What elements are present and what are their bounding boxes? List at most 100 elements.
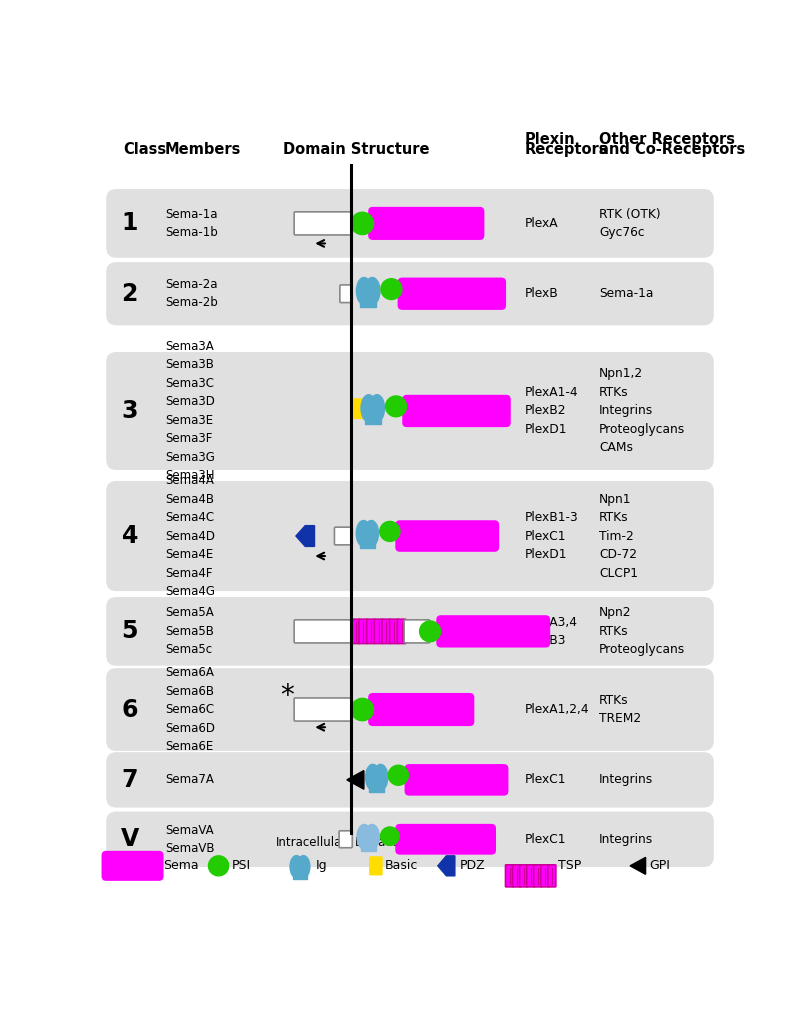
Text: 7: 7	[122, 768, 138, 792]
Circle shape	[209, 856, 229, 876]
Bar	[360, 541, 375, 548]
Ellipse shape	[366, 764, 380, 791]
FancyBboxPatch shape	[534, 865, 542, 887]
Text: Npn2
RTKs
Proteoglycans: Npn2 RTKs Proteoglycans	[599, 606, 686, 657]
Text: Members: Members	[165, 142, 242, 157]
FancyBboxPatch shape	[351, 619, 360, 644]
Text: 5: 5	[122, 619, 138, 644]
FancyBboxPatch shape	[436, 615, 550, 648]
FancyBboxPatch shape	[106, 481, 714, 591]
Bar	[294, 873, 306, 879]
Text: Intracellular: Intracellular	[276, 836, 347, 850]
Circle shape	[381, 279, 402, 299]
FancyBboxPatch shape	[359, 619, 367, 644]
Bar	[361, 844, 376, 851]
Text: Domain Structure: Domain Structure	[283, 142, 430, 157]
Circle shape	[386, 396, 406, 417]
Text: 6: 6	[122, 697, 138, 722]
FancyBboxPatch shape	[106, 668, 714, 751]
FancyBboxPatch shape	[351, 398, 365, 419]
FancyBboxPatch shape	[106, 752, 714, 808]
Text: 3: 3	[122, 399, 138, 423]
Circle shape	[380, 522, 400, 541]
FancyBboxPatch shape	[398, 619, 406, 644]
Ellipse shape	[297, 856, 310, 878]
FancyBboxPatch shape	[294, 620, 352, 642]
Text: Sema-2a
Sema-2b: Sema-2a Sema-2b	[165, 278, 218, 310]
Circle shape	[381, 827, 399, 845]
FancyBboxPatch shape	[106, 189, 714, 258]
Polygon shape	[630, 858, 646, 874]
Text: GPI: GPI	[650, 860, 670, 872]
FancyBboxPatch shape	[106, 812, 714, 867]
Ellipse shape	[361, 395, 376, 422]
Text: Sema7A: Sema7A	[165, 773, 214, 787]
FancyBboxPatch shape	[402, 395, 510, 427]
Text: Sema-1a
Sema-1b: Sema-1a Sema-1b	[165, 208, 218, 240]
FancyBboxPatch shape	[398, 277, 506, 310]
Bar	[365, 416, 381, 424]
FancyBboxPatch shape	[102, 851, 163, 881]
Text: 4: 4	[122, 524, 138, 548]
FancyBboxPatch shape	[294, 212, 352, 234]
Text: PlexC1: PlexC1	[525, 832, 566, 845]
Ellipse shape	[374, 764, 388, 791]
Text: Plexin: Plexin	[525, 132, 575, 147]
FancyBboxPatch shape	[382, 619, 390, 644]
Text: SemaVA
SemaVB: SemaVA SemaVB	[165, 823, 214, 855]
Ellipse shape	[365, 824, 379, 850]
FancyBboxPatch shape	[340, 285, 352, 302]
Text: PSI: PSI	[232, 860, 251, 872]
Text: Npn1,2
RTKs
Integrins
Proteoglycans
CAMs: Npn1,2 RTKs Integrins Proteoglycans CAMs	[599, 367, 686, 455]
FancyBboxPatch shape	[506, 865, 514, 887]
Circle shape	[351, 698, 374, 721]
Text: PlexA3,4
PlexB3: PlexA3,4 PlexB3	[525, 616, 578, 648]
Text: Basic: Basic	[386, 860, 418, 872]
Text: V: V	[121, 827, 139, 852]
Text: PlexB: PlexB	[525, 287, 558, 300]
Ellipse shape	[370, 395, 385, 422]
FancyBboxPatch shape	[106, 597, 714, 666]
Polygon shape	[347, 770, 364, 790]
FancyBboxPatch shape	[106, 352, 714, 470]
Polygon shape	[438, 856, 455, 876]
FancyBboxPatch shape	[395, 521, 499, 552]
Circle shape	[388, 765, 409, 786]
Circle shape	[351, 212, 374, 234]
Text: Sema4A
Sema4B
Sema4C
Sema4D
Sema4E
Sema4F
Sema4G: Sema4A Sema4B Sema4C Sema4D Sema4E Sema4…	[165, 474, 215, 598]
Text: Sema5A
Sema5B
Sema5c: Sema5A Sema5B Sema5c	[165, 606, 214, 657]
FancyBboxPatch shape	[519, 865, 528, 887]
Text: Integrins: Integrins	[599, 832, 654, 845]
Ellipse shape	[356, 521, 370, 546]
Polygon shape	[296, 526, 314, 546]
Text: Sema-1a: Sema-1a	[599, 287, 654, 300]
Text: PlexA: PlexA	[525, 217, 558, 230]
Ellipse shape	[365, 277, 380, 304]
Text: Other Receptors: Other Receptors	[599, 132, 735, 147]
Text: Sema: Sema	[163, 860, 199, 872]
FancyBboxPatch shape	[369, 857, 382, 876]
Text: PDZ: PDZ	[459, 860, 486, 872]
Text: TSP: TSP	[558, 860, 582, 872]
FancyBboxPatch shape	[526, 865, 534, 887]
FancyBboxPatch shape	[366, 619, 375, 644]
Text: Integrins: Integrins	[599, 773, 654, 787]
FancyBboxPatch shape	[395, 824, 496, 855]
Text: *: *	[281, 682, 294, 710]
Text: 2: 2	[122, 282, 138, 306]
FancyBboxPatch shape	[513, 865, 521, 887]
FancyBboxPatch shape	[368, 207, 485, 240]
FancyBboxPatch shape	[334, 527, 352, 545]
Text: PlexA1-4
PlexB2
PlexD1: PlexA1-4 PlexB2 PlexD1	[525, 386, 578, 436]
Ellipse shape	[357, 824, 371, 850]
Text: Sema3A
Sema3B
Sema3C
Sema3D
Sema3E
Sema3F
Sema3G
Sema3H: Sema3A Sema3B Sema3C Sema3D Sema3E Sema3…	[165, 340, 215, 482]
Text: RTKs
TREM2: RTKs TREM2	[599, 694, 642, 726]
Text: Extracellular: Extracellular	[355, 836, 430, 850]
FancyBboxPatch shape	[548, 865, 556, 887]
Text: Class: Class	[123, 142, 166, 157]
FancyBboxPatch shape	[404, 620, 430, 642]
FancyBboxPatch shape	[368, 693, 474, 726]
FancyBboxPatch shape	[339, 831, 352, 848]
Text: PlexA1,2,4: PlexA1,2,4	[525, 703, 590, 716]
Text: Sema6A
Sema6B
Sema6C
Sema6D
Sema6E: Sema6A Sema6B Sema6C Sema6D Sema6E	[165, 666, 215, 753]
